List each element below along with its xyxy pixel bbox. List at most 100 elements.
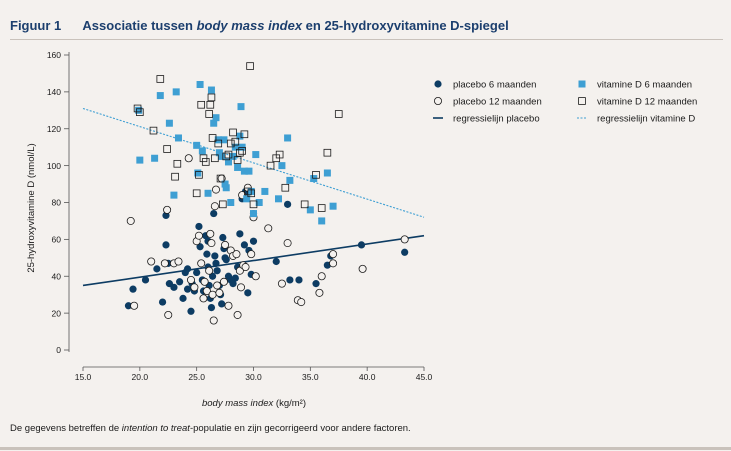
point-vitamine-d-6-maanden <box>212 114 220 122</box>
point-placebo-6-maanden <box>179 294 187 302</box>
point-placebo-12-maanden <box>219 277 228 286</box>
point-placebo-6-maanden <box>211 252 219 260</box>
point-placebo-12-maanden <box>213 281 222 290</box>
y-tick-label: 60 <box>52 235 62 245</box>
point-vitamine-d-6-maanden <box>193 141 201 149</box>
point-vitamine-d-12-maanden <box>211 154 219 163</box>
point-vitamine-d-6-maanden <box>156 92 164 100</box>
x-tick-label: 30.0 <box>245 372 262 382</box>
point-placebo-12-maanden <box>224 301 233 310</box>
point-vitamine-d-6-maanden <box>194 169 202 177</box>
point-placebo-12-maanden <box>186 275 195 284</box>
legend-item: vitamine D 12 maanden <box>578 96 697 107</box>
point-vitamine-d-12-maanden <box>219 200 227 209</box>
x-tick-label: 45.0 <box>416 372 433 382</box>
point-vitamine-d-6-maanden <box>275 195 283 203</box>
x-axis-label: body mass index (kg/m²) <box>202 398 306 409</box>
point-vitamine-d-6-maanden <box>261 187 269 195</box>
point-vitamine-d-6-maanden <box>234 163 242 171</box>
point-vitamine-d-12-maanden <box>149 126 158 135</box>
point-vitamine-d-6-maanden <box>170 191 178 199</box>
legend-label: placebo 6 maanden <box>453 79 536 90</box>
point-placebo-6-maanden <box>181 268 189 277</box>
point-placebo-12-maanden <box>236 283 245 292</box>
point-vitamine-d-6-maanden <box>174 134 182 142</box>
point-placebo-6-maanden <box>312 280 320 288</box>
x-axis-label-unit: (kg/m²) <box>273 398 306 409</box>
point-placebo-6-maanden <box>170 283 178 291</box>
point-vitamine-d-12-maanden <box>229 128 237 137</box>
legend-swatch <box>578 80 586 88</box>
regressielijn-vitamine-d <box>82 107 425 218</box>
point-placebo-6-maanden <box>141 276 150 284</box>
point-placebo-12-maanden <box>283 239 292 248</box>
point-placebo-12-maanden <box>207 239 216 248</box>
figure-title-italic: body mass index <box>196 18 303 33</box>
point-vitamine-d-12-maanden <box>236 148 244 157</box>
point-placebo-12-maanden <box>358 264 367 273</box>
point-placebo-12-maanden <box>200 277 209 286</box>
legend-label: regressielijn vitamine D <box>597 113 695 124</box>
point-vitamine-d-6-maanden <box>243 195 251 203</box>
point-placebo-6-maanden <box>286 276 294 284</box>
point-placebo-6-maanden <box>249 237 258 245</box>
point-vitamine-d-12-maanden <box>214 139 223 148</box>
point-vitamine-d-12-maanden <box>171 172 179 181</box>
point-vitamine-d-12-maanden <box>233 156 242 164</box>
point-vitamine-d-6-maanden <box>207 86 215 94</box>
point-placebo-12-maanden <box>163 205 172 214</box>
regression-lines <box>82 107 425 287</box>
legend-label: vitamine D 6 maanden <box>597 79 692 90</box>
point-vitamine-d-12-maanden <box>246 62 254 70</box>
header-divider <box>10 39 723 40</box>
y-axis-label: 25-hydroxyvitamine D (nmol/L) <box>26 143 37 272</box>
legend-item: placebo 12 maanden <box>433 96 542 107</box>
point-placebo-12-maanden <box>199 294 208 303</box>
point-vitamine-d-6-maanden <box>323 169 331 177</box>
point-vitamine-d-12-maanden <box>136 108 144 116</box>
point-vitamine-d-6-maanden <box>198 147 206 155</box>
point-placebo-6-maanden <box>195 222 203 231</box>
point-placebo-6-maanden <box>153 265 161 273</box>
point-vitamine-d-6-maanden <box>252 151 260 159</box>
x-axis-label-italic: body mass index <box>202 398 275 409</box>
point-placebo-12-maanden <box>209 316 218 325</box>
y-tick-label: 40 <box>52 271 62 281</box>
data-points <box>124 62 409 325</box>
y-tick-label: 120 <box>47 124 61 134</box>
point-placebo-6-maanden <box>357 241 366 249</box>
legend-label: vitamine D 12 maanden <box>597 96 697 107</box>
scatter-chart: 0 20 40 60 80 100 120 140 160 15.0 20.0 25.0 30.0 35… <box>26 50 697 409</box>
point-vitamine-d-6-maanden <box>318 217 326 225</box>
point-vitamine-d-6-maanden <box>306 206 314 214</box>
point-vitamine-d-12-maanden <box>312 171 320 179</box>
point-placebo-12-maanden <box>202 286 211 295</box>
point-placebo-12-maanden <box>205 266 214 275</box>
point-placebo-12-maanden <box>297 298 306 307</box>
point-vitamine-d-12-maanden <box>249 200 258 209</box>
point-placebo-12-maanden <box>251 272 260 281</box>
y-tick-label: 80 <box>52 198 62 208</box>
point-vitamine-d-6-maanden <box>222 184 230 192</box>
point-vitamine-d-12-maanden <box>197 100 206 109</box>
point-placebo-12-maanden <box>130 301 139 310</box>
point-placebo-12-maanden <box>160 259 169 268</box>
point-placebo-6-maanden <box>207 303 216 312</box>
y-tick-label: 0 <box>56 345 61 355</box>
point-placebo-6-maanden <box>176 278 184 286</box>
point-placebo-6-maanden <box>272 257 280 266</box>
point-vitamine-d-6-maanden <box>240 167 248 175</box>
point-vitamine-d-6-maanden <box>151 154 159 162</box>
point-placebo-6-maanden <box>162 241 170 249</box>
x-tick-label: 20.0 <box>132 372 149 382</box>
point-vitamine-d-12-maanden <box>281 183 290 192</box>
point-vitamine-d-12-maanden <box>300 200 309 209</box>
point-vitamine-d-6-maanden <box>220 136 228 144</box>
point-placebo-12-maanden <box>232 250 241 259</box>
point-vitamine-d-12-maanden <box>205 110 213 118</box>
point-placebo-12-maanden <box>221 240 230 249</box>
series-vitamine-d-6-maanden <box>135 81 337 225</box>
point-vitamine-d-12-maanden <box>317 204 326 212</box>
point-placebo-12-maanden <box>164 310 173 319</box>
point-placebo-12-maanden <box>206 229 215 238</box>
